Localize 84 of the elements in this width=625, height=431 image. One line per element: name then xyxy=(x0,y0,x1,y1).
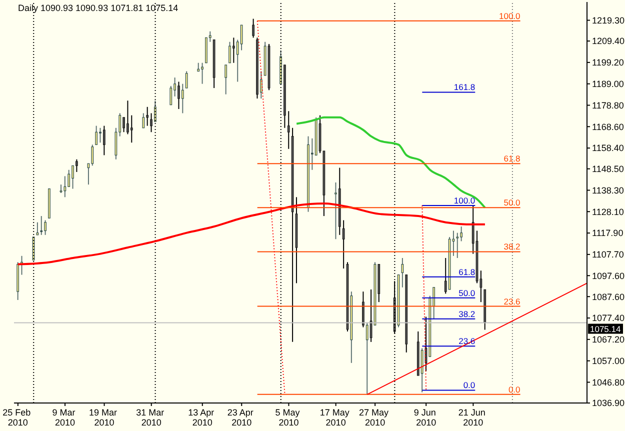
y-tick-label: 1189.00 xyxy=(592,79,624,90)
y-tick-label: 1036.90 xyxy=(592,398,625,408)
candlestick xyxy=(178,81,180,110)
candlestick xyxy=(95,125,98,146)
candlestick xyxy=(228,41,231,64)
candlestick xyxy=(342,220,345,269)
y-tick-label: 1077.40 xyxy=(592,313,625,324)
y-tick-label: 1046.80 xyxy=(592,377,625,388)
candlestick xyxy=(181,83,184,114)
candlestick xyxy=(99,127,102,144)
x-tick-label: 25 Feb 2010 xyxy=(2,408,34,428)
candlestick xyxy=(460,226,462,242)
candlestick xyxy=(170,85,172,106)
y-tick-label: 1219.30 xyxy=(592,15,625,26)
y-tick-label: 1117.90 xyxy=(592,228,624,238)
x-tick-label: 21 Jun 2010 xyxy=(458,408,488,428)
y-tick-label: 1209.40 xyxy=(592,36,625,46)
x-tick-label: 9 Mar 2010 xyxy=(52,408,78,428)
series-label: 61.8 xyxy=(504,154,521,164)
candlestick xyxy=(146,106,149,126)
candlestick xyxy=(456,232,459,258)
candlestick xyxy=(44,220,46,236)
y-tick-label: 1107.70 xyxy=(592,250,624,260)
y-tick-label: 1148.50 xyxy=(592,164,624,174)
candlestick xyxy=(224,64,228,95)
y-tick-label: 1067.20 xyxy=(592,334,625,345)
candlestick xyxy=(334,182,337,240)
candlestick xyxy=(122,116,125,133)
y-tick-label: 1138.30 xyxy=(592,185,624,196)
candlestick xyxy=(420,348,424,393)
ref-line-label: 1075.14 xyxy=(590,324,621,334)
candlestick xyxy=(260,70,262,100)
candlestick xyxy=(142,112,145,128)
series-label: 100.0 xyxy=(499,10,521,21)
candlestick xyxy=(40,216,43,236)
candlestick xyxy=(36,222,39,236)
series-label: 50.0 xyxy=(458,288,476,298)
y-tick-label: 1178.80 xyxy=(592,100,624,110)
x-tick-label: 19 Mar 2010 xyxy=(89,408,120,428)
series-label: 0.0 xyxy=(463,380,476,390)
chart-title: Daily 1090.93 1090.93 1071.81 1075.14 xyxy=(18,3,178,13)
candlestick xyxy=(201,62,204,84)
x-tick-label: 17 May 2010 xyxy=(320,408,352,428)
x-tick-label: 27 May 2010 xyxy=(359,408,392,428)
candlestick xyxy=(102,125,106,156)
candlestick xyxy=(366,322,368,395)
series-label: 61.8 xyxy=(458,266,476,277)
candlestick xyxy=(126,100,129,135)
y-tick-label: 1199.20 xyxy=(592,58,624,68)
candlestick xyxy=(64,176,66,198)
candlestick xyxy=(444,258,447,294)
x-tick-label: 23 Apr 2010 xyxy=(227,408,256,428)
candlestick xyxy=(91,144,94,166)
y-tick-label: 1158.40 xyxy=(592,143,624,154)
series-label: 38.2 xyxy=(504,242,521,252)
line-series xyxy=(296,116,486,209)
candlestick xyxy=(150,112,152,133)
x-tick-label: 9 Jun 2010 xyxy=(414,408,438,428)
series-label: 23.6 xyxy=(458,336,476,346)
x-tick-label: 31 Mar 2010 xyxy=(136,408,167,428)
series-label: 50.0 xyxy=(504,198,521,208)
candlestick xyxy=(370,288,372,342)
series-label: 23.6 xyxy=(504,296,521,306)
x-tick-label: 5 May 2010 xyxy=(275,408,302,428)
y-tick-label: 1128.10 xyxy=(592,206,624,217)
series-label: 100.0 xyxy=(454,196,476,206)
candlestick xyxy=(252,18,254,38)
candlestick xyxy=(72,165,74,190)
series-label: 38.2 xyxy=(458,308,476,319)
series-label: 0.0 xyxy=(508,384,521,394)
series-label: 161.8 xyxy=(454,82,476,92)
y-tick-label: 1097.60 xyxy=(592,270,625,281)
candlestick xyxy=(401,258,404,288)
candlestick xyxy=(185,70,188,89)
y-tick-label: 1057.00 xyxy=(592,356,625,366)
y-tick-label: 1087.60 xyxy=(592,292,625,302)
candlestick xyxy=(130,114,133,144)
candlestick xyxy=(68,169,70,188)
candlestick xyxy=(232,37,235,64)
candlestick xyxy=(76,158,78,172)
candlestick xyxy=(362,291,364,328)
y-tick-label: 1168.60 xyxy=(592,122,624,132)
x-tick-label: 13 Apr 2010 xyxy=(188,408,217,428)
candlestick xyxy=(287,110,290,150)
